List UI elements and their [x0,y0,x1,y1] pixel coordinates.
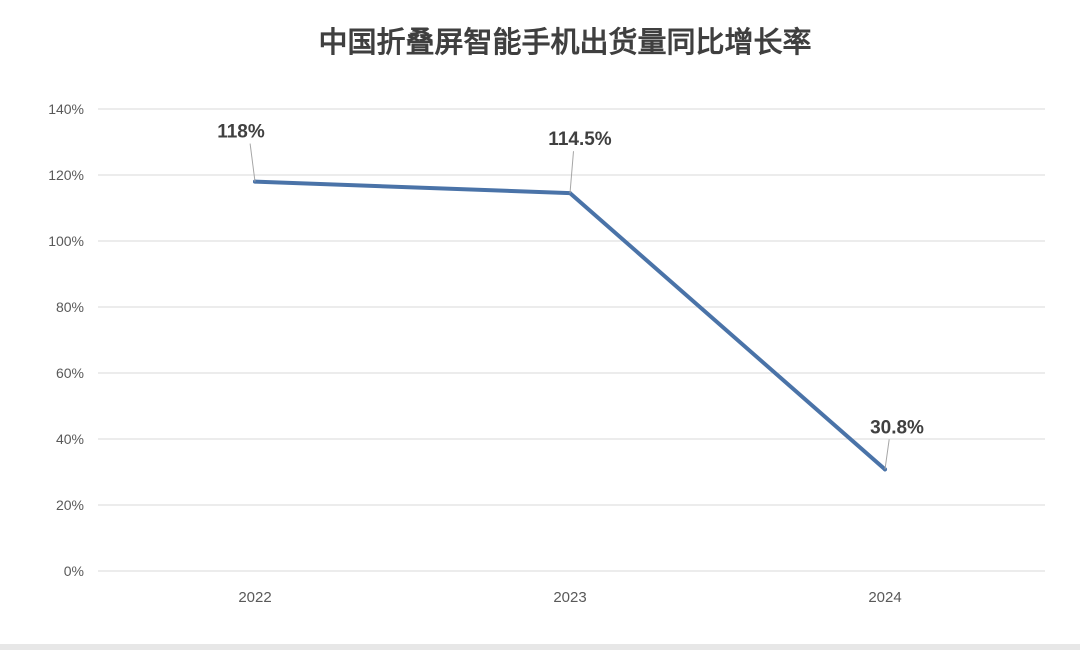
grid-layer [98,108,1045,572]
leader-line [569,151,574,194]
data-label: 30.8% [870,417,924,438]
x-tick-label: 2022 [238,589,271,606]
y-tick-label: 60% [56,365,84,381]
data-label: 118% [217,122,265,143]
chart-title: 中国折叠屏智能手机出货量同比增长率 [318,25,811,59]
y-tick-label: 40% [56,431,84,447]
y-tick-label: 20% [56,497,84,513]
y-tick-label: 140% [48,101,84,117]
x-tick-label: 2024 [868,589,901,606]
y-tick-label: 100% [48,233,84,249]
data-label: 114.5% [548,129,611,150]
y-axis: 0% 20% 40% 60% 80% 100% 120% 140% [48,101,84,579]
y-tick-label: 0% [64,563,84,579]
leader-line [249,143,256,182]
footer-bar [0,644,1080,650]
leader-line [884,439,890,470]
x-axis: 2022 2023 2024 [238,589,901,606]
y-tick-label: 80% [56,299,84,315]
x-tick-label: 2023 [553,589,586,606]
data-label-layer: 118% 114.5% 30.8% [217,122,924,470]
y-tick-label: 120% [48,167,84,183]
